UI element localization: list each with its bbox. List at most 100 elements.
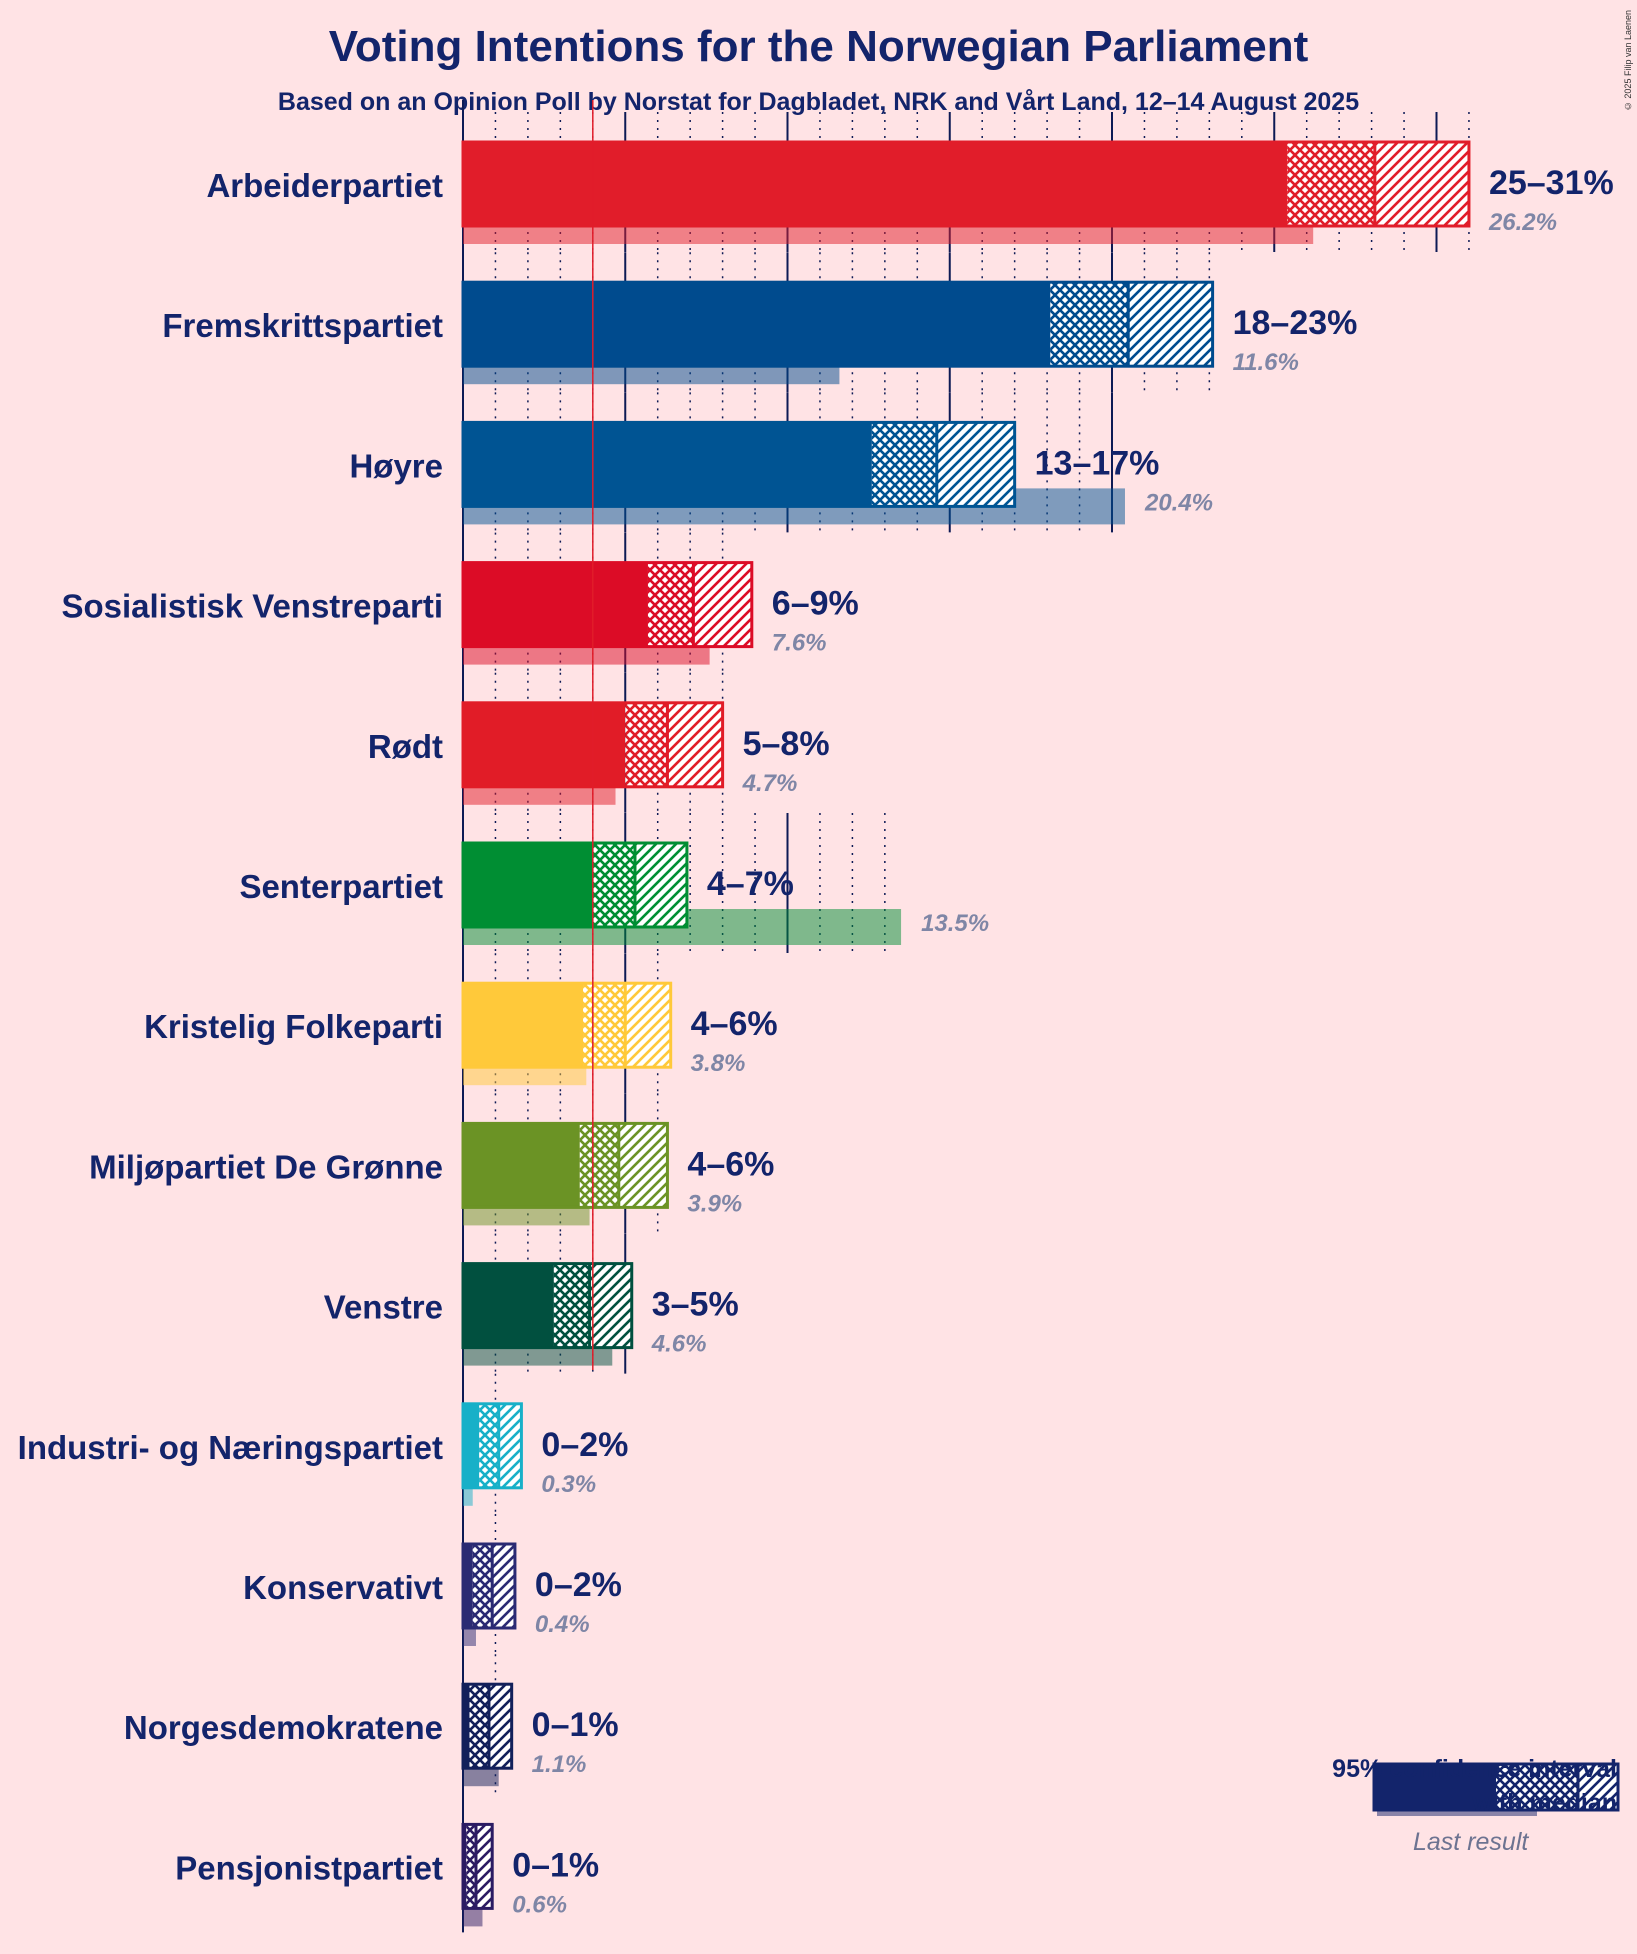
ci-lower-half <box>583 983 626 1068</box>
ci-upper-half <box>498 1403 522 1488</box>
ci-upper-half <box>589 1263 632 1348</box>
ci-solid-bar <box>463 702 626 787</box>
party-name: Konservativt <box>243 1569 443 1606</box>
last-result-label: 3.8% <box>691 1050 746 1077</box>
last-result-label: 13.5% <box>921 910 989 937</box>
last-result-label: 0.4% <box>535 1611 590 1638</box>
chart-subtitle: Based on an Opinion Poll by Norstat for … <box>277 88 1360 116</box>
party-name: Rødt <box>368 728 443 765</box>
last-result-label: 11.6% <box>1233 349 1299 376</box>
bars-layer <box>461 100 1471 1933</box>
ci-upper-half <box>492 1544 515 1628</box>
ci-lower-half <box>469 1684 489 1769</box>
ci-outline <box>461 981 673 1069</box>
labels-layer: Arbeiderpartiet 25–31% 26.2% Fremskrittspar… <box>18 164 1614 1918</box>
ci-solid-bar <box>463 983 584 1068</box>
ci-solid-bar <box>463 1263 554 1348</box>
last-result-label: 4.7% <box>742 770 798 797</box>
ci-upper-half <box>488 1684 512 1769</box>
ci-solid-bar <box>463 562 648 647</box>
ci-outline <box>461 1822 494 1910</box>
party-name: Sosialistisk Venstreparti <box>61 588 443 625</box>
party-name: Industri- og Næringspartiet <box>18 1429 443 1466</box>
range-label: 4–6% <box>691 1005 778 1043</box>
ci-upper-half <box>634 843 687 927</box>
ci-solid-bar <box>463 142 1288 226</box>
range-label: 13–17% <box>1035 444 1160 482</box>
ci-solid-bar <box>463 422 872 507</box>
ci-outline <box>461 1402 523 1490</box>
legend-title-line1: 95% confidence interval <box>1332 1755 1617 1783</box>
party-name: Kristelig Folkeparti <box>144 1008 443 1045</box>
ci-outline <box>461 1682 514 1770</box>
last-result-label: 3.9% <box>687 1190 742 1217</box>
ci-upper-half <box>625 983 671 1068</box>
range-label: 0–1% <box>512 1846 599 1884</box>
legend-last-result-label: Last result <box>1413 1828 1529 1856</box>
legend-outline <box>1372 1762 1620 1812</box>
ci-upper-half <box>1128 282 1213 367</box>
ci-solid-bar <box>463 1544 473 1628</box>
party-name: Senterpartiet <box>239 868 443 905</box>
ci-upper-half <box>693 562 752 647</box>
range-label: 4–6% <box>687 1145 774 1183</box>
ci-outline <box>461 1262 634 1350</box>
ci-lower-half <box>472 1544 493 1628</box>
ci-lower-half <box>625 702 668 787</box>
ci-outline <box>461 841 689 929</box>
party-name: Miljøpartiet De Grønne <box>89 1148 443 1185</box>
party-name: Venstre <box>324 1289 443 1326</box>
range-label: 3–5% <box>652 1286 739 1324</box>
legend-title-line2: with median <box>1472 1789 1617 1817</box>
legend-solid-bar <box>1374 1764 1496 1810</box>
ci-lower-half <box>1287 142 1375 226</box>
legend-lower-half <box>1496 1764 1578 1810</box>
ci-solid-bar <box>463 1684 470 1769</box>
range-label: 18–23% <box>1233 304 1358 342</box>
ci-lower-half <box>592 843 635 927</box>
chart-title: Voting Intentions for the Norwegian Parl… <box>328 22 1309 71</box>
last-result-label: 1.1% <box>532 1751 587 1778</box>
party-name: Høyre <box>349 447 443 484</box>
party-name: Arbeiderpartiet <box>206 167 443 204</box>
range-label: 6–9% <box>772 585 859 623</box>
range-label: 0–2% <box>535 1566 622 1604</box>
ci-outline <box>461 1542 517 1630</box>
ci-lower-half <box>553 1263 590 1348</box>
ci-solid-bar <box>463 843 593 927</box>
ci-solid-bar <box>463 1403 480 1488</box>
last-result-label: 0.6% <box>512 1891 567 1918</box>
ci-outline <box>461 1121 669 1209</box>
last-result-label: 7.6% <box>772 630 827 657</box>
ci-outline <box>461 561 754 649</box>
party-name: Pensjonistpartiet <box>175 1849 443 1886</box>
ci-upper-half <box>618 1123 668 1208</box>
ci-upper-half <box>667 702 723 787</box>
legend <box>1372 1762 1620 1816</box>
ci-lower-half <box>647 562 694 647</box>
ci-outline <box>461 280 1215 368</box>
ci-solid-bar <box>463 282 1051 367</box>
ci-outline <box>461 140 1471 228</box>
ci-lower-half <box>579 1123 619 1208</box>
ci-upper-half <box>475 1824 493 1909</box>
party-name: Norgesdemokratene <box>124 1709 443 1746</box>
ci-lower-half <box>479 1403 499 1488</box>
ci-lower-half <box>466 1824 476 1909</box>
ci-outline <box>461 420 1017 508</box>
last-result-label: 20.4% <box>1144 489 1213 516</box>
range-label: 25–31% <box>1489 164 1614 202</box>
range-label: 0–2% <box>541 1426 628 1464</box>
ci-lower-half <box>1050 282 1129 367</box>
last-result-label: 26.2% <box>1488 209 1557 236</box>
ci-solid-bar <box>463 1824 467 1909</box>
range-label: 4–7% <box>707 865 794 903</box>
last-result-label: 4.6% <box>651 1331 707 1358</box>
range-label: 0–1% <box>532 1706 619 1744</box>
range-label: 5–8% <box>743 725 830 763</box>
legend-title: 95% confidence interval with median <box>1332 1752 1617 1820</box>
party-name: Fremskrittspartiet <box>162 307 443 344</box>
last-result-label: 0.3% <box>541 1471 596 1498</box>
ci-solid-bar <box>463 1123 580 1208</box>
